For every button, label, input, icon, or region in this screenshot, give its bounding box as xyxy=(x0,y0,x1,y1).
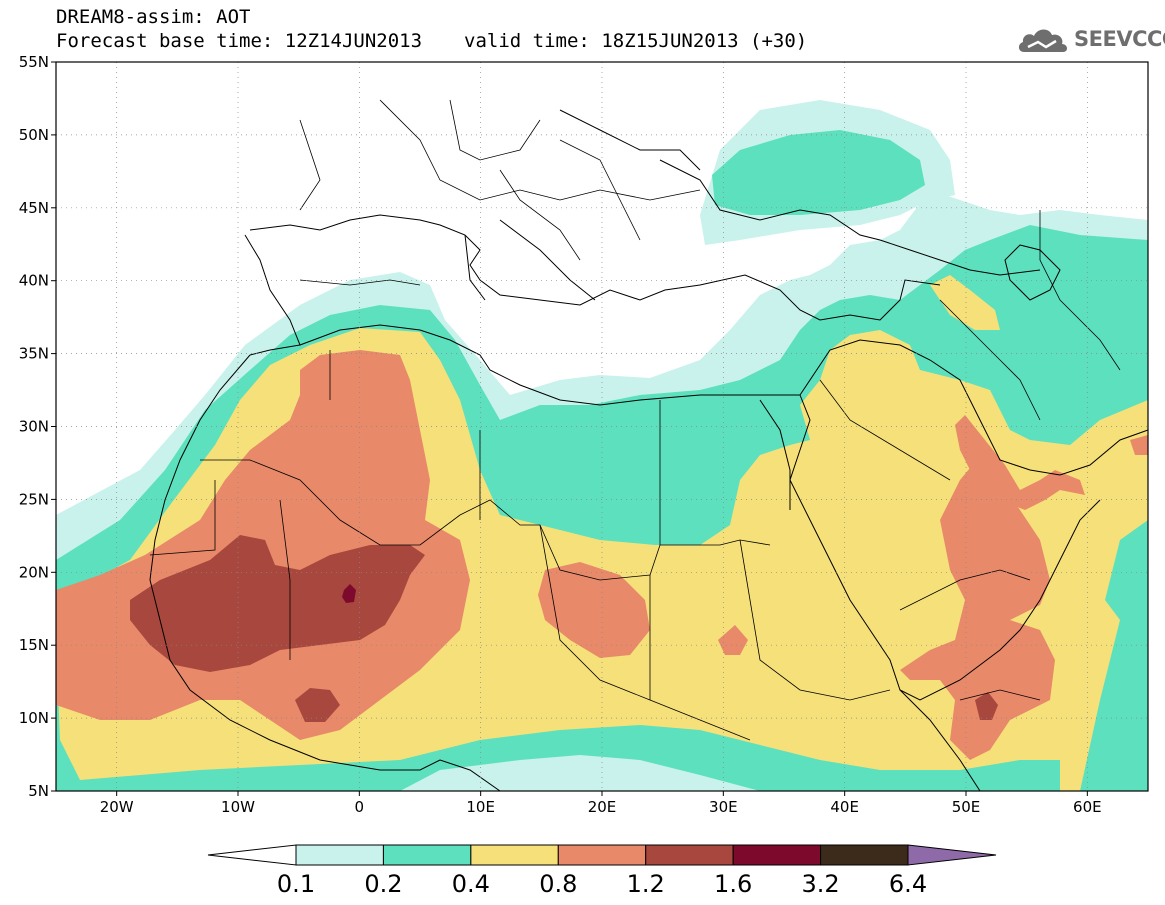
colorbar-level-label: 3.2 xyxy=(801,870,840,898)
country-borders xyxy=(149,99,1121,741)
lon-tick-label: 20W xyxy=(100,798,134,816)
lon-tick-label: 10W xyxy=(221,798,255,816)
colorbar-segment xyxy=(820,844,909,866)
aot-contour-0.8-sudan xyxy=(718,625,748,655)
colorbar-overflow xyxy=(907,844,997,866)
lon-tick-label: 60E xyxy=(1073,798,1102,816)
colorbar-segment xyxy=(382,844,472,866)
aot-contour-1.2-south xyxy=(295,688,340,722)
lon-tick-label: 40E xyxy=(830,798,859,816)
colorbar-level-label: 1.6 xyxy=(714,870,753,898)
lon-tick-label: 30E xyxy=(709,798,738,816)
seevccc-logo: SEEVCCC xyxy=(1016,22,1165,58)
lon-tick-label: 50E xyxy=(952,798,981,816)
lat-tick-label: 30N xyxy=(19,418,49,436)
aot-contour-0.1-pocket xyxy=(400,755,760,791)
lat-tick-label: 55N xyxy=(19,53,49,71)
colorbar-underflow xyxy=(207,844,297,866)
aot-contour-0.8-iran xyxy=(1130,435,1148,455)
aot-field xyxy=(56,62,1148,791)
lon-tick-label: 10E xyxy=(466,798,495,816)
aot-contour-0.8-arabia xyxy=(900,450,1055,760)
lat-tick-label: 15N xyxy=(19,636,49,654)
colorbar-segment xyxy=(295,844,384,866)
aot-contour-0.8-chad xyxy=(538,562,650,658)
aot-contour-1.2 xyxy=(130,535,425,672)
logo-text: SEEVCCC xyxy=(1074,27,1165,51)
valid-time: valid time: 18Z15JUN2013 (+30) xyxy=(464,30,808,52)
lat-tick-label: 5N xyxy=(28,782,49,800)
lat-tick-label: 10N xyxy=(19,709,49,727)
colorbar-level-label: 6.4 xyxy=(888,870,928,898)
lon-tick-label: 20E xyxy=(588,798,617,816)
colorbar-segment xyxy=(645,844,734,866)
colorbar-level-label: 0.1 xyxy=(276,870,316,898)
aot-contour-1.6 xyxy=(342,584,356,603)
latitude-axis: 55N 50N 45N 40N 35N 30N 25N 20N 15N 10N 5N xyxy=(19,53,56,800)
cloud-icon xyxy=(1018,29,1068,52)
longitude-axis: 20W 10W 0 10E 20E 30E 40E 50E 60E xyxy=(100,791,1102,816)
colorbar-segment xyxy=(470,844,559,866)
forecast-times: Forecast base time: 12Z14JUN2013 valid ti… xyxy=(56,30,807,52)
lon-tick-label: 0 xyxy=(355,798,365,816)
colorbar-level-label: 0.8 xyxy=(539,870,578,898)
colorbar-level-label: 0.4 xyxy=(451,870,490,898)
colorbar-segment xyxy=(732,844,822,866)
lat-tick-label: 35N xyxy=(19,345,49,363)
colorbar-level-label: 0.2 xyxy=(364,870,403,898)
forecast-base-time: Forecast base time: 12Z14JUN2013 xyxy=(56,30,423,52)
coastlines xyxy=(149,109,1148,791)
lat-tick-label: 45N xyxy=(19,199,49,217)
map-title: DREAM8-assim: AOT xyxy=(56,6,251,28)
lat-tick-label: 25N xyxy=(19,490,49,508)
colorbar-level-label: 1.2 xyxy=(626,870,665,898)
lat-tick-label: 40N xyxy=(19,272,49,290)
lat-tick-label: 50N xyxy=(19,126,49,144)
map-gridlines xyxy=(56,62,1148,791)
aot-contour-0.2-east xyxy=(1110,525,1148,620)
colorbar-segment xyxy=(557,844,647,866)
aot-contour-0.8-gulf xyxy=(955,415,1085,510)
aot-contour-1.2-somalia xyxy=(975,692,998,720)
lat-tick-label: 20N xyxy=(19,563,49,581)
